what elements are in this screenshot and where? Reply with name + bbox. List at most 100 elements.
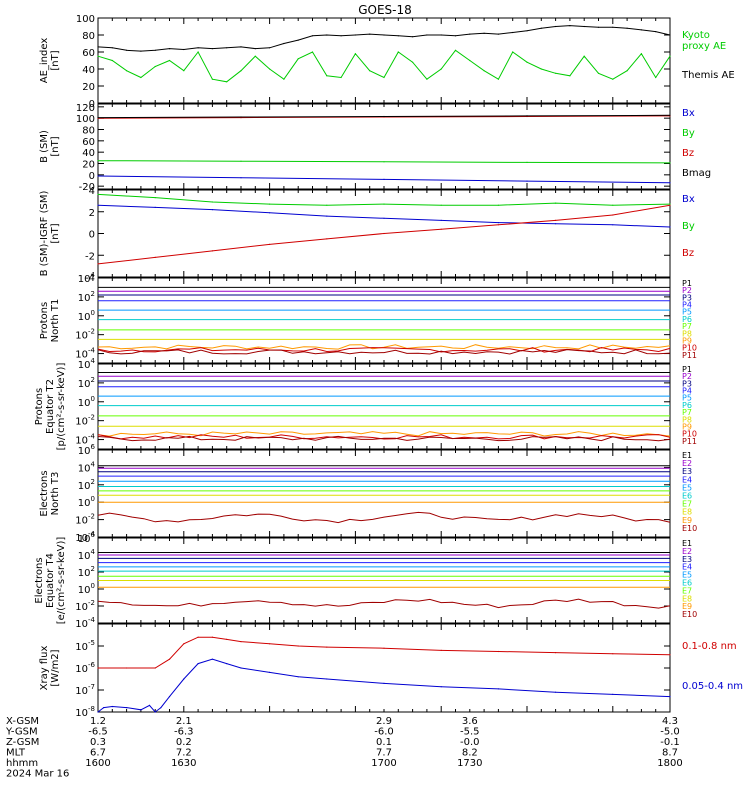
data-point [412, 36, 414, 38]
data-point [226, 638, 228, 641]
ephemeris-value: 1730 [457, 758, 482, 769]
data-point [440, 686, 442, 688]
data-point [669, 182, 671, 184]
channel-line-pn-P9 [97, 344, 671, 350]
date-label: 2024 Mar 16 [6, 769, 69, 780]
data-point [197, 47, 199, 49]
legend-label-ee: E2 [682, 547, 692, 556]
data-point [269, 243, 271, 245]
data-point [254, 48, 256, 50]
data-point [483, 32, 485, 34]
channel-line-pe-P9 [97, 431, 671, 437]
data-point [211, 209, 213, 211]
ylabel-pn: Protons [39, 302, 50, 339]
ephemeris-row-label: MLT [6, 748, 26, 759]
data-point [297, 645, 299, 647]
data-point [283, 78, 285, 80]
data-point [383, 115, 385, 118]
ephemeris-value: -6.5 [88, 727, 108, 738]
data-point [354, 53, 356, 55]
ylabel-ee: Electrons [34, 557, 45, 603]
ylabel-en: Electrons [39, 470, 50, 516]
data-point [497, 222, 499, 224]
data-point [154, 65, 156, 68]
data-point [383, 34, 385, 36]
data-point [197, 636, 199, 638]
legend-label-ee: E5 [682, 571, 692, 580]
data-point [297, 58, 299, 60]
ytick-label: 80 [82, 126, 95, 137]
data-point [148, 704, 151, 707]
data-point [269, 643, 271, 645]
legend-label-pn: P9 [682, 336, 692, 345]
data-point [160, 707, 162, 709]
data-point [583, 25, 585, 28]
data-point [655, 76, 657, 79]
ylabel-ae: AE_index [39, 38, 50, 84]
ytick-label: 106 [78, 443, 96, 457]
data-point [669, 55, 671, 57]
data-point [397, 35, 399, 37]
data-point [469, 33, 471, 35]
data-point [426, 34, 428, 36]
data-point [326, 238, 328, 240]
data-point [526, 180, 528, 182]
data-point [226, 663, 228, 665]
data-point [383, 682, 385, 685]
ytick-label: 10-4 [75, 616, 95, 630]
ephemeris-value: 7.7 [376, 748, 392, 759]
series-line-bigrf-0 [97, 204, 671, 228]
ylabel-ae: [nT] [50, 50, 61, 70]
data-point [269, 212, 271, 214]
data-point [97, 175, 99, 177]
legend-label-ae: Kyoto [682, 30, 710, 41]
ytick-label: 40 [82, 65, 95, 76]
data-point [440, 228, 442, 230]
data-point [97, 46, 99, 48]
data-point [497, 650, 499, 653]
ytick-label: 102 [78, 478, 95, 492]
data-point [168, 48, 171, 50]
ephemeris-value: -6.3 [174, 727, 194, 738]
ytick-label: 60 [82, 48, 95, 59]
ytick-label: 102 [78, 376, 95, 390]
data-point [640, 29, 643, 31]
ytick-label: 104 [78, 548, 96, 562]
ytick-label: 0 [89, 99, 95, 110]
data-point [426, 78, 428, 80]
data-point [211, 636, 213, 638]
legend-label-pn: P4 [682, 301, 692, 310]
channel-line-pe-P11 [97, 435, 671, 442]
ephemeris-value: 1630 [171, 758, 196, 769]
legend-label-en: E8 [682, 508, 692, 517]
ytick-label: 10-7 [75, 683, 95, 697]
data-point [326, 678, 328, 680]
ylabel-bsm: B (SM) [39, 130, 50, 163]
data-point [555, 202, 557, 204]
data-point [211, 658, 213, 660]
ytick-label: 104 [78, 357, 96, 371]
data-point [612, 214, 614, 216]
data-point [454, 49, 457, 51]
ytick-label: 104 [78, 271, 96, 285]
data-point [168, 59, 171, 62]
ylabel-bsm: [nT] [50, 136, 61, 156]
data-point [140, 50, 142, 52]
legend-label-pe: P9 [682, 422, 692, 431]
ytick-label: 10-4 [75, 347, 95, 361]
data-point [269, 68, 271, 70]
ephemeris-value: 0.1 [376, 737, 392, 748]
data-point [569, 25, 571, 27]
data-point [269, 47, 271, 49]
data-point [211, 48, 213, 50]
data-point [97, 117, 99, 119]
ytick-label: 10-6 [75, 661, 95, 675]
panel-frame-ae [97, 17, 671, 104]
data-point [526, 161, 528, 163]
data-point [211, 250, 213, 252]
data-point [97, 160, 99, 162]
legend-label-pe: P4 [682, 387, 692, 396]
data-point [340, 76, 342, 79]
data-point [440, 68, 442, 70]
